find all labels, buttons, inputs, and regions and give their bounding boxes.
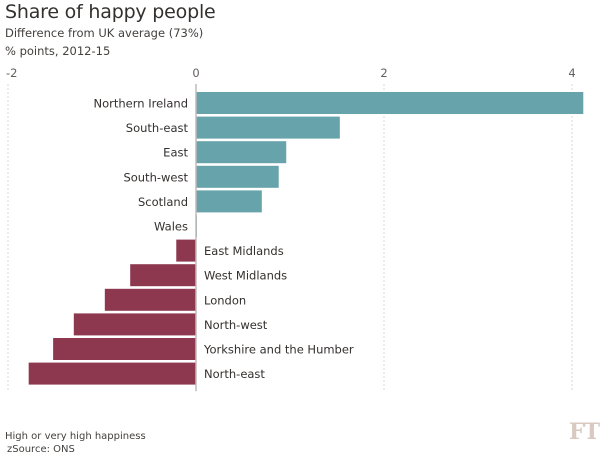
- bar: [73, 313, 196, 336]
- bar: [53, 338, 197, 360]
- footer-note: High or very high happiness: [5, 431, 146, 442]
- footer-source: zSource: ONS: [7, 444, 75, 455]
- x-tick-label: 2: [380, 66, 387, 80]
- category-label: North-east: [204, 367, 265, 381]
- ft-logo: FT: [569, 419, 600, 445]
- category-label: Yorkshire and the Humber: [203, 343, 354, 357]
- bar: [28, 362, 197, 385]
- bar-layer: [28, 84, 584, 392]
- bar: [196, 165, 279, 188]
- category-label: West Midlands: [204, 269, 287, 283]
- category-label: London: [204, 293, 246, 307]
- category-label: Scotland: [138, 195, 188, 209]
- label-layer: Northern Ireland South-east East South-west…: [94, 97, 354, 382]
- bar: [196, 190, 262, 213]
- category-label: Northern Ireland: [94, 97, 188, 111]
- chart-title: Share of happy people: [5, 1, 216, 23]
- category-label: South-west: [123, 170, 188, 184]
- category-label: Wales: [154, 220, 188, 234]
- bar: [196, 141, 287, 164]
- category-label: North-west: [204, 318, 268, 332]
- grid-layer: -2 0 2 4: [6, 66, 576, 392]
- bar: [176, 239, 196, 262]
- x-tick-label: 0: [192, 66, 199, 80]
- bar: [130, 264, 196, 287]
- bar: [196, 92, 584, 114]
- chart-subtitle: Difference from UK average (73%): [5, 26, 204, 40]
- x-tick-label: -2: [6, 66, 17, 80]
- chart-units: % points, 2012-15: [5, 44, 111, 58]
- category-label: South-east: [126, 121, 189, 135]
- bar: [196, 116, 340, 139]
- category-label: East Midlands: [204, 244, 284, 258]
- bar: [104, 288, 196, 311]
- category-label: East: [163, 146, 188, 160]
- x-tick-label: 4: [568, 66, 575, 80]
